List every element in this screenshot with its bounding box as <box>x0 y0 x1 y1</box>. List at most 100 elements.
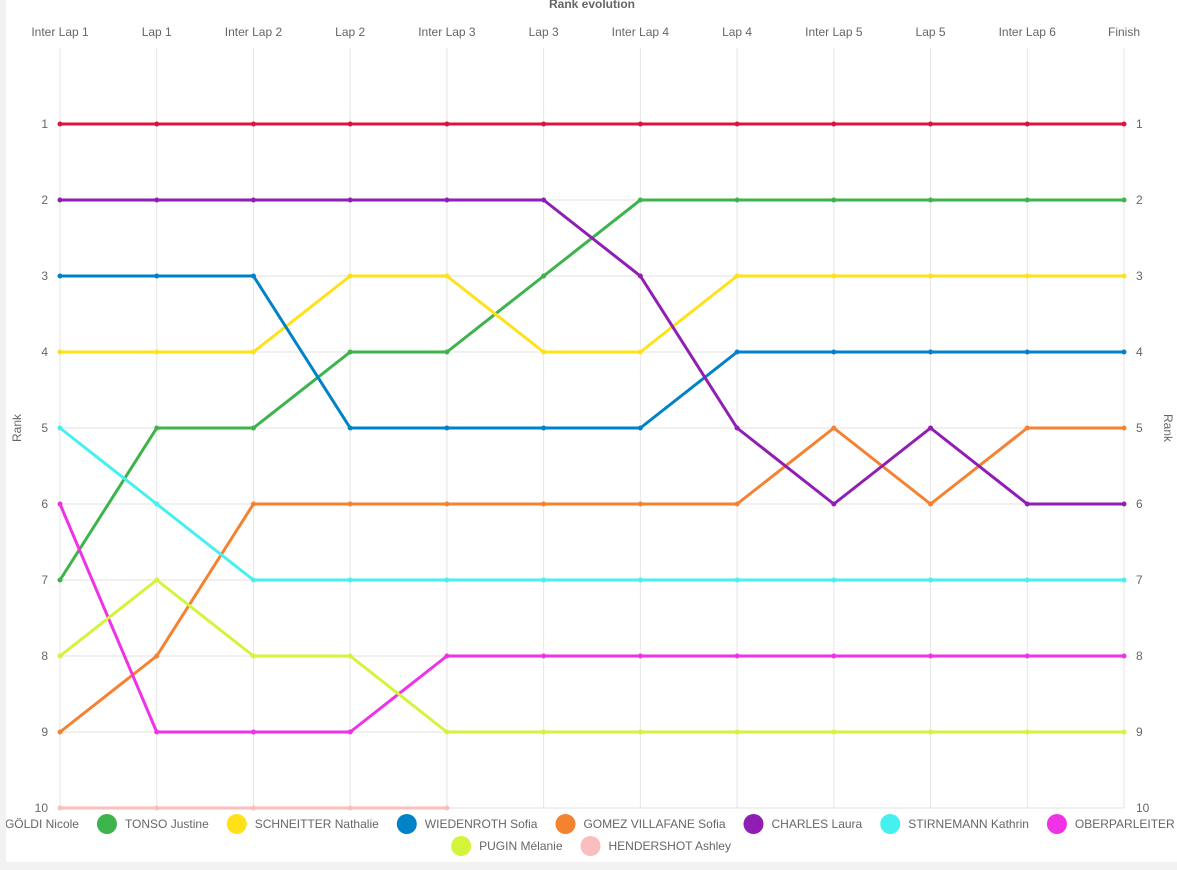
data-point[interactable] <box>1024 273 1030 279</box>
data-point[interactable] <box>637 653 643 659</box>
legend-item[interactable]: WIEDENROTH Sofia <box>396 814 538 834</box>
series-line[interactable] <box>59 578 1124 734</box>
data-point[interactable] <box>57 577 63 583</box>
legend-item[interactable]: TONSO Justine <box>96 814 209 834</box>
data-point[interactable] <box>347 425 353 431</box>
legend-marker[interactable] <box>226 814 247 834</box>
legend-item[interactable]: GOMEZ VILLAFANE Sofia <box>555 814 726 834</box>
data-point[interactable] <box>734 273 740 279</box>
data-point[interactable] <box>154 197 160 203</box>
data-point[interactable] <box>154 273 160 279</box>
data-point[interactable] <box>1024 425 1030 431</box>
data-point[interactable] <box>928 729 934 735</box>
legend-label[interactable]: GOMEZ VILLAFANE Sofia <box>583 817 725 831</box>
data-point[interactable] <box>444 729 450 735</box>
data-point[interactable] <box>1121 349 1127 355</box>
data-point[interactable] <box>154 425 160 431</box>
data-point[interactable] <box>444 273 450 279</box>
data-point[interactable] <box>57 349 63 355</box>
data-point[interactable] <box>928 273 934 279</box>
data-point[interactable] <box>541 501 547 507</box>
series-line[interactable] <box>59 426 1124 734</box>
data-point[interactable] <box>734 349 740 355</box>
data-point[interactable] <box>57 273 63 279</box>
data-point[interactable] <box>154 501 160 507</box>
series-line[interactable] <box>60 198 1124 506</box>
legend-marker[interactable] <box>1046 814 1067 834</box>
data-point[interactable] <box>57 425 63 431</box>
data-point[interactable] <box>831 425 837 431</box>
data-point[interactable] <box>154 349 160 355</box>
series-line[interactable] <box>58 198 1124 581</box>
data-point[interactable] <box>734 653 740 659</box>
data-point[interactable] <box>57 805 63 811</box>
data-point[interactable] <box>154 729 160 735</box>
data-point[interactable] <box>250 121 256 127</box>
data-point[interactable] <box>1024 121 1030 127</box>
data-point[interactable] <box>57 121 63 127</box>
data-point[interactable] <box>250 425 256 431</box>
data-point[interactable] <box>541 425 547 431</box>
legend-label[interactable]: WIEDENROTH Sofia <box>425 817 538 831</box>
legend[interactable]: GÖLDI Nicole TONSO Justine SCHNEITTER Nath… <box>6 814 1177 856</box>
data-point[interactable] <box>928 653 934 659</box>
data-point[interactable] <box>734 425 740 431</box>
data-point[interactable] <box>1024 349 1030 355</box>
data-point[interactable] <box>347 805 353 811</box>
data-point[interactable] <box>637 273 643 279</box>
data-point[interactable] <box>1121 577 1127 583</box>
data-point[interactable] <box>734 197 740 203</box>
data-point[interactable] <box>1121 121 1127 127</box>
data-point[interactable] <box>1024 577 1030 583</box>
data-point[interactable] <box>444 121 450 127</box>
data-point[interactable] <box>541 653 547 659</box>
data-point[interactable] <box>444 197 450 203</box>
data-point[interactable] <box>347 653 353 659</box>
legend-marker[interactable] <box>451 836 472 856</box>
legend-marker[interactable] <box>396 814 417 834</box>
series-line[interactable] <box>60 274 1124 430</box>
data-point[interactable] <box>347 501 353 507</box>
data-point[interactable] <box>1121 653 1127 659</box>
legend-marker[interactable] <box>96 814 117 834</box>
data-point[interactable] <box>831 729 837 735</box>
legend-item[interactable]: GÖLDI Nicole <box>6 814 79 834</box>
legend-label[interactable]: SCHNEITTER Nathalie <box>255 817 379 831</box>
data-point[interactable] <box>928 501 934 507</box>
legend-marker[interactable] <box>880 814 901 834</box>
data-point[interactable] <box>637 425 643 431</box>
data-point[interactable] <box>734 577 740 583</box>
data-point[interactable] <box>831 577 837 583</box>
data-point[interactable] <box>1121 273 1127 279</box>
data-point[interactable] <box>541 121 547 127</box>
data-point[interactable] <box>541 577 547 583</box>
data-point[interactable] <box>154 805 160 811</box>
data-point[interactable] <box>57 653 63 659</box>
data-point[interactable] <box>831 501 837 507</box>
data-point[interactable] <box>928 349 934 355</box>
data-point[interactable] <box>734 501 740 507</box>
data-point[interactable] <box>250 501 256 507</box>
data-point[interactable] <box>831 653 837 659</box>
data-point[interactable] <box>831 349 837 355</box>
data-point[interactable] <box>541 273 547 279</box>
legend-item[interactable]: OBERPARLEITER Anna <box>1046 814 1177 834</box>
legend-marker[interactable] <box>555 814 576 834</box>
data-point[interactable] <box>444 805 450 811</box>
legend-label[interactable]: HENDERSHOT Ashley <box>609 839 731 853</box>
data-point[interactable] <box>928 197 934 203</box>
data-point[interactable] <box>250 805 256 811</box>
series[interactable] <box>57 197 1127 507</box>
series[interactable] <box>57 121 1127 127</box>
series-line[interactable] <box>60 274 1124 354</box>
legend-marker[interactable] <box>743 814 764 834</box>
legend-label[interactable]: STIRNEMANN Kathrin <box>908 817 1029 831</box>
legend-item[interactable]: PUGIN Mélanie <box>451 836 563 856</box>
data-point[interactable] <box>541 349 547 355</box>
legend-label[interactable]: OBERPARLEITER Anna <box>1075 817 1177 831</box>
data-point[interactable] <box>734 121 740 127</box>
data-point[interactable] <box>57 501 63 507</box>
series[interactable] <box>57 805 450 811</box>
data-point[interactable] <box>1024 653 1030 659</box>
data-point[interactable] <box>1024 197 1030 203</box>
